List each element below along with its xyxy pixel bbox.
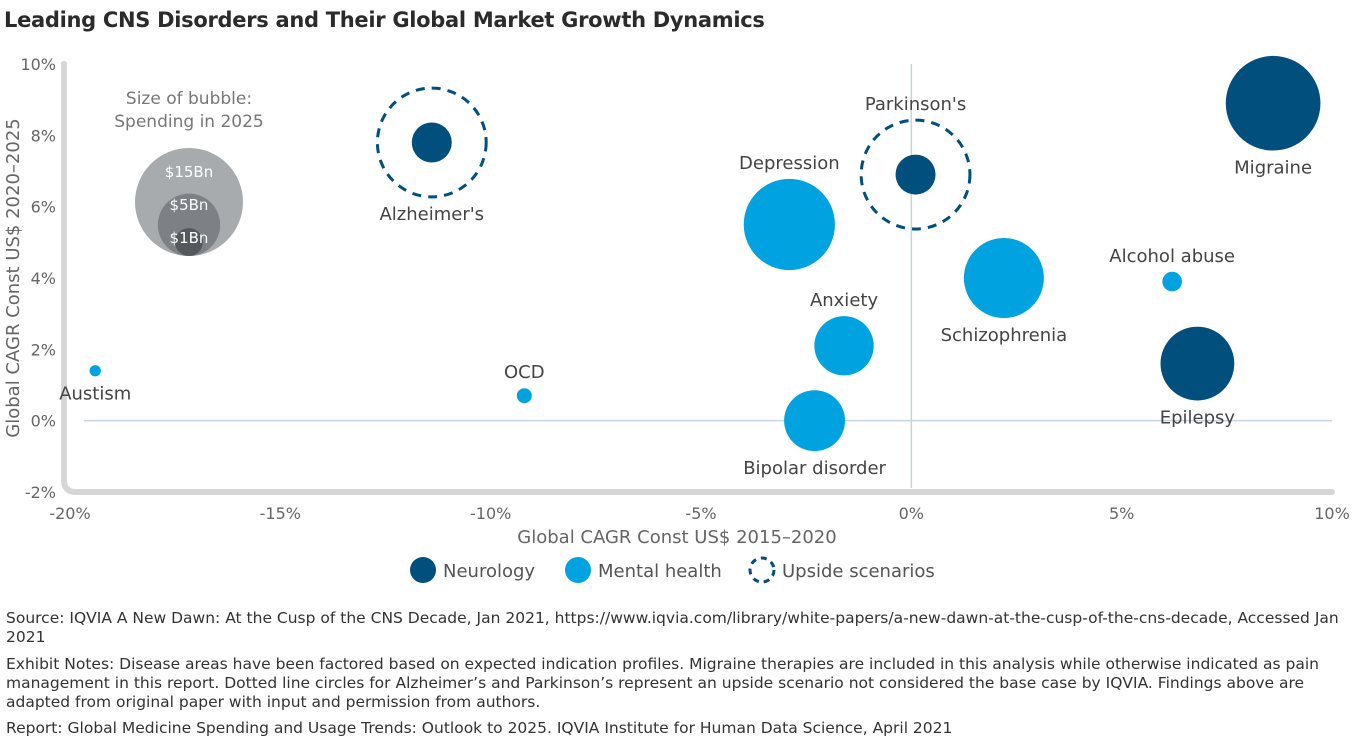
data-label: Depression [739, 153, 840, 174]
size-key-title-line2: Spending in 2025 [114, 112, 263, 132]
data-points [89, 55, 1321, 452]
bubble-chart: -20% -15% -10% -5% 0% 5% 10% -2% 0% 2% 4% 6% 8% 10% S… [3, 55, 1350, 584]
data-bubble [814, 316, 874, 376]
point-labels: Migraine Parkinson's Alzheimer's Depression… [59, 94, 1312, 479]
legend-label: Upside scenarios [782, 561, 935, 582]
size-key-label: $15Bn [165, 163, 213, 181]
data-bubble [1225, 55, 1321, 151]
x-tick-label: 5% [1109, 504, 1134, 523]
size-key: Size of bubble: Spending in 2025 $15Bn $5Bn… [114, 89, 264, 256]
y-tick-label: 4% [31, 269, 56, 288]
x-tick-label: -20% [49, 504, 90, 523]
x-tick-label: -10% [470, 504, 511, 523]
data-label: Alzheimer's [379, 204, 484, 225]
legend-swatch [565, 557, 591, 583]
y-tick-label: 2% [31, 340, 56, 359]
x-axis-label: Global CAGR Const US$ 2015–2020 [517, 527, 836, 548]
x-tick-label: 10% [1314, 504, 1350, 523]
y-tick-label: 10% [20, 55, 56, 74]
x-tick-label: 0% [899, 504, 924, 523]
y-axis-label: Global CAGR Const US$ 2020–2025 [3, 118, 24, 437]
data-label: Alcohol abuse [1109, 246, 1235, 267]
size-key-bubble [157, 193, 221, 256]
data-label: Anxiety [810, 290, 879, 311]
data-label: Migraine [1234, 158, 1312, 179]
data-bubble [1160, 326, 1235, 401]
y-tick-label: 8% [31, 126, 56, 145]
upside-scenario-ring [375, 86, 488, 199]
chart-title: Leading CNS Disorders and Their Global M… [4, 8, 765, 32]
legend-swatch-upside [748, 556, 776, 584]
data-bubble [89, 365, 101, 377]
data-label: Austism [59, 383, 131, 404]
data-bubble [1162, 271, 1182, 292]
data-label: Schizophrenia [941, 325, 1068, 346]
size-key-label: $5Bn [170, 196, 209, 214]
data-bubble [895, 154, 936, 195]
upside-scenario-ring [859, 118, 972, 231]
x-tick-label: -15% [260, 504, 301, 523]
y-tick-label: -2% [25, 483, 56, 502]
legend: Neurology Mental health Upside scenarios [410, 556, 935, 584]
data-bubble [963, 238, 1044, 318]
data-label: Parkinson's [865, 94, 966, 115]
data-bubble [784, 390, 846, 452]
y-tick-label: 6% [31, 198, 56, 217]
data-bubble [516, 388, 532, 404]
report-note: Report: Global Medicine Spending and Usa… [6, 719, 953, 737]
y-tick-label: 0% [31, 412, 56, 431]
data-bubble [743, 178, 835, 271]
data-label: OCD [504, 362, 545, 383]
axis-frame [61, 61, 1335, 495]
legend-label: Neurology [443, 561, 535, 582]
x-tick-label: -5% [685, 504, 716, 523]
axes [61, 61, 1335, 495]
legend-label: Mental health [598, 561, 722, 582]
size-key-label: $1Bn [170, 229, 209, 247]
data-label: Epilepsy [1160, 407, 1236, 428]
source-note: Source: IQVIA A New Dawn: At the Cusp of… [6, 609, 1339, 646]
size-key-title-line1: Size of bubble: [126, 89, 252, 109]
data-bubble [411, 122, 452, 163]
size-key-bubble [175, 228, 203, 256]
tick-labels: -20% -15% -10% -5% 0% 5% 10% -2% 0% 2% 4% 6% 8% 10% [20, 55, 1349, 523]
exhibit-notes: Exhibit Notes: Disease areas have been f… [6, 655, 1319, 711]
legend-swatch [410, 557, 436, 583]
data-label: Bipolar disorder [743, 458, 886, 479]
